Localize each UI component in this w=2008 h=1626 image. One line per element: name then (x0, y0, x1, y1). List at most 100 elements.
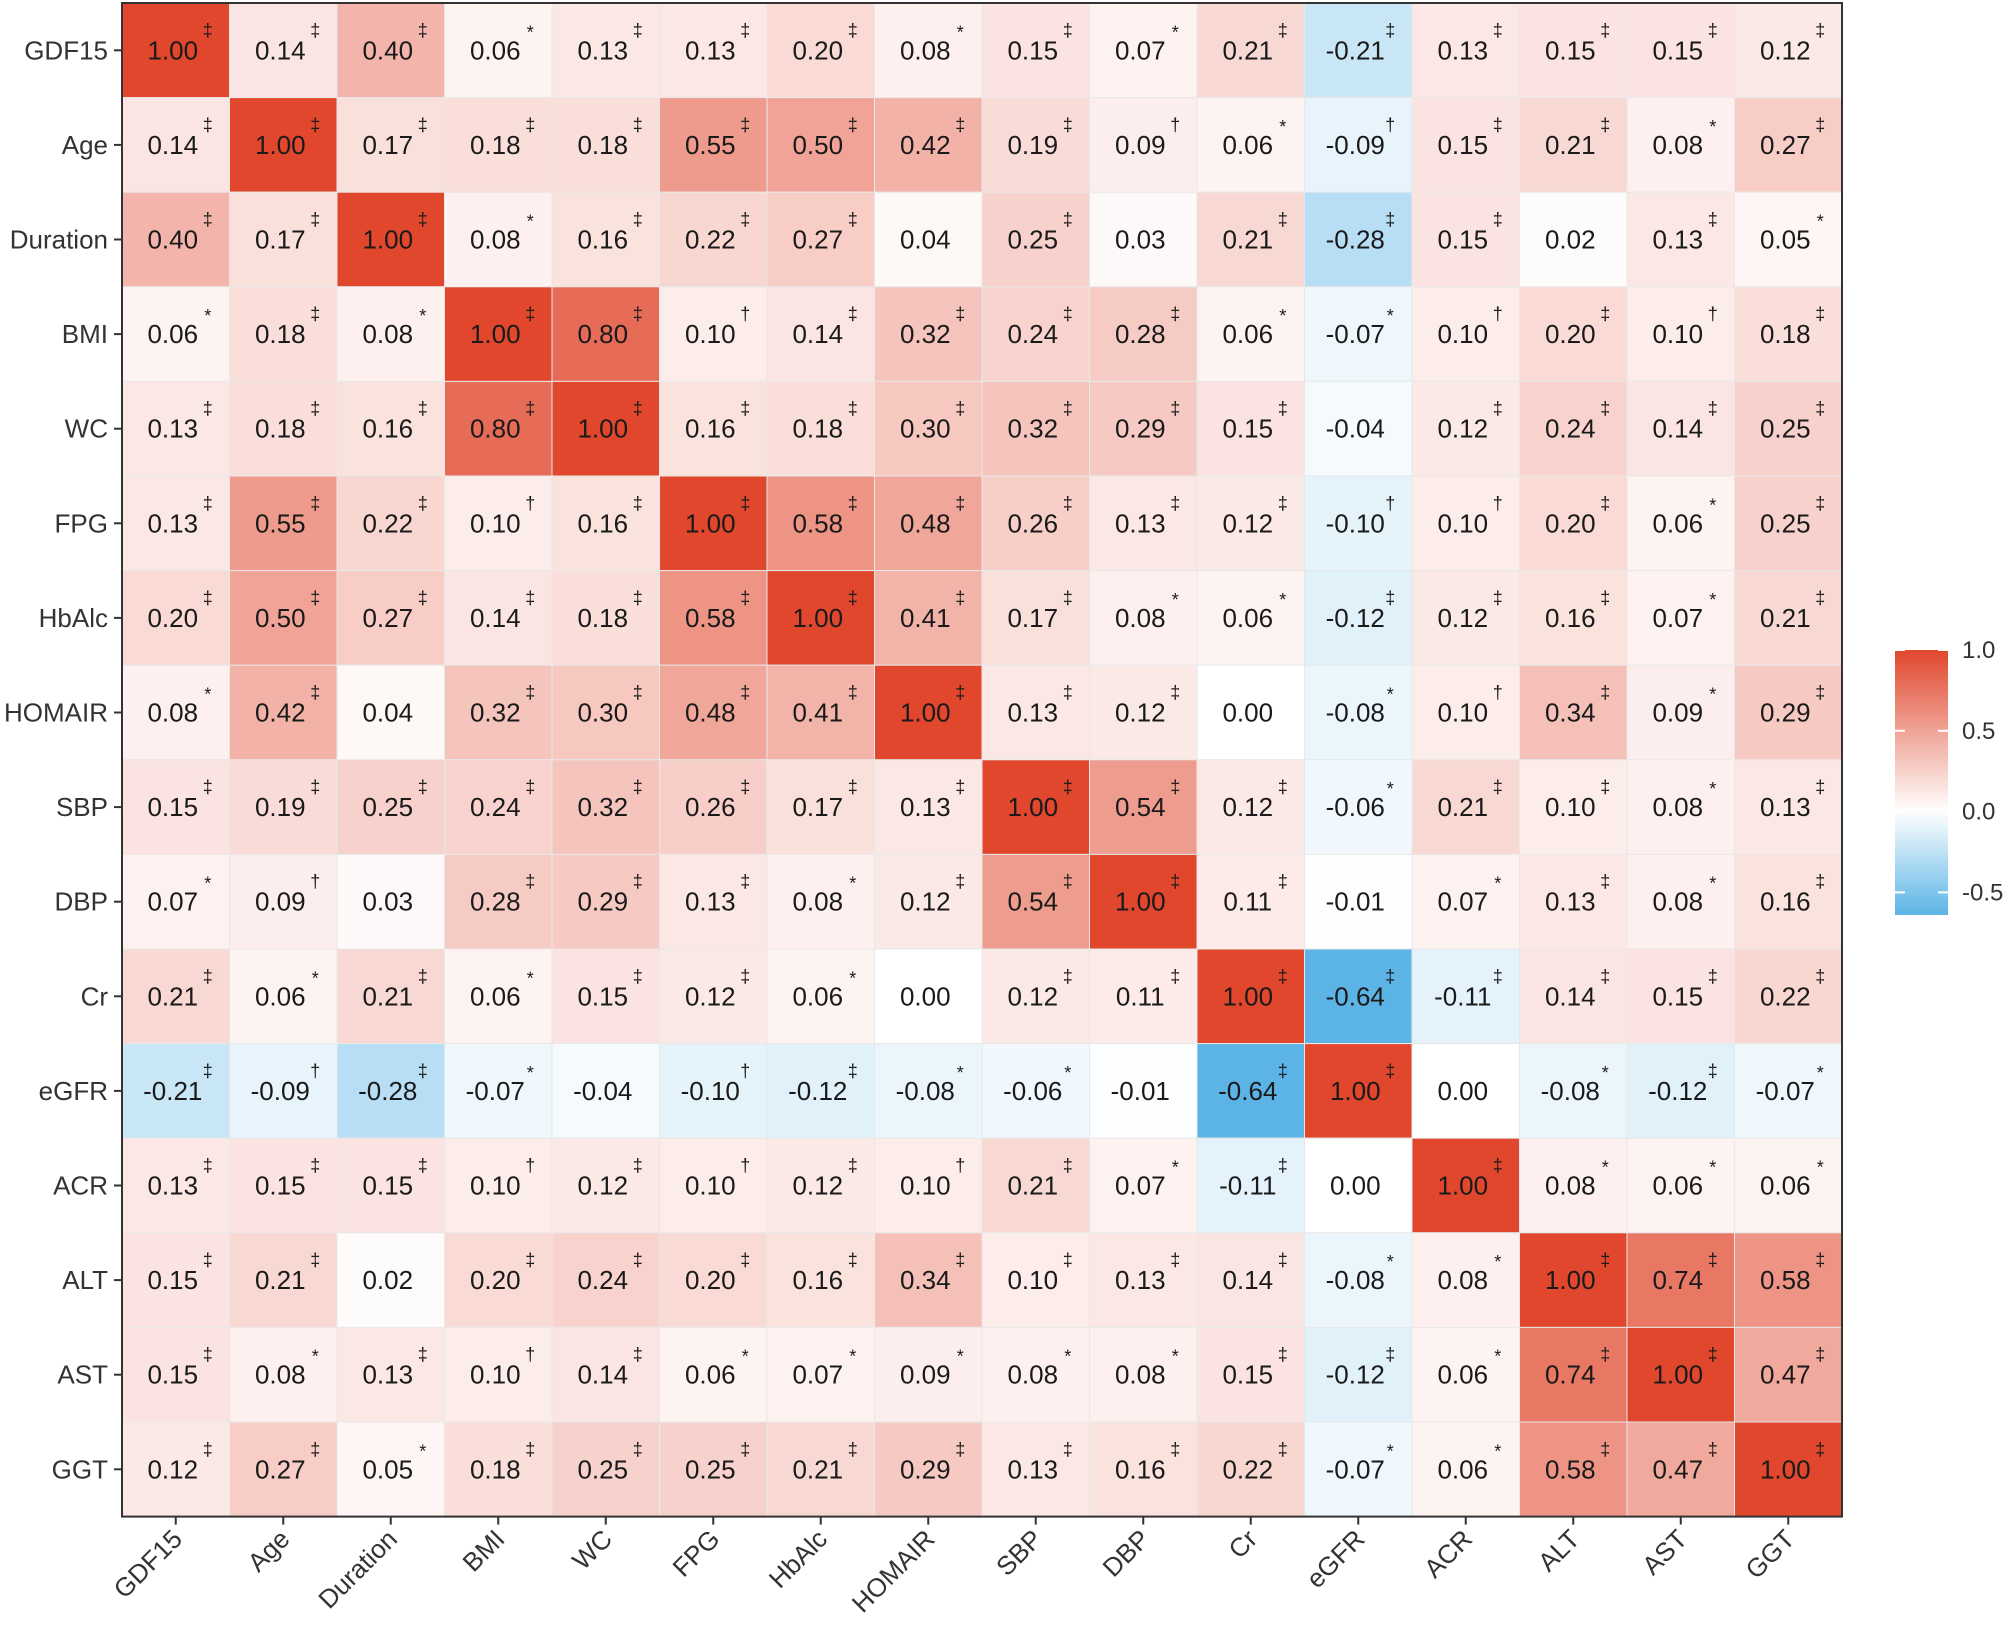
heatmap-cell (229, 286, 338, 382)
significance-marker: ‡ (1063, 1250, 1073, 1270)
heatmap-cell (1196, 1043, 1305, 1139)
significance-marker: ‡ (1278, 966, 1288, 986)
cell-value: -0.06 (1003, 1076, 1062, 1106)
cell-value: -0.21 (143, 1076, 202, 1106)
cell-value: 0.27 (362, 603, 413, 633)
cell-value: -0.12 (1326, 603, 1385, 633)
cell-value: 0.06 (470, 981, 521, 1011)
cell-value: -0.10 (681, 1076, 740, 1106)
x-tick-label: Cr (1222, 1523, 1263, 1564)
significance-marker: * (1064, 1063, 1071, 1083)
cell-value: 0.18 (470, 130, 521, 160)
cell-value: 0.27 (255, 1454, 306, 1484)
significance-marker: ‡ (418, 966, 428, 986)
significance-marker: ‡ (1385, 1345, 1395, 1365)
cell-value: 0.08 (1652, 130, 1703, 160)
heatmap-cell (336, 380, 445, 477)
heatmap-cell (1304, 1326, 1413, 1423)
significance-marker: ‡ (1170, 777, 1180, 797)
heatmap-cell (1626, 948, 1735, 1045)
heatmap-cell (981, 1232, 1090, 1328)
significance-marker: * (849, 1347, 856, 1367)
heatmap-cell (336, 286, 445, 382)
significance-marker: * (419, 1441, 426, 1461)
heatmap-cell (551, 286, 660, 382)
heatmap-cell (1519, 380, 1628, 477)
significance-marker: ‡ (848, 777, 858, 797)
cell-value: 0.19 (1007, 130, 1058, 160)
cell-value: 0.20 (792, 35, 843, 65)
cell-value: 0.13 (1115, 1265, 1166, 1295)
cell-value: 0.06 (147, 319, 198, 349)
cell-labels: 1.00‡0.14‡0.40‡0.06*0.13‡0.13‡0.20‡0.08*… (143, 20, 1825, 1484)
significance-marker: * (1279, 117, 1286, 137)
heatmap-cell (229, 759, 338, 855)
significance-marker: † (1708, 304, 1718, 324)
x-tick-label: Age (242, 1524, 296, 1578)
cell-value: 0.74 (1652, 1265, 1703, 1295)
heatmap-cell (121, 570, 230, 666)
heatmap-cell (444, 570, 553, 666)
heatmap-cell (121, 1326, 230, 1423)
cell-value: -0.64 (1326, 981, 1385, 1011)
cell-value: 0.58 (1760, 1265, 1811, 1295)
cell-value: 0.13 (1545, 887, 1596, 917)
heatmap-cell (766, 286, 875, 382)
significance-marker: ‡ (955, 115, 965, 135)
significance-marker: ‡ (740, 210, 750, 230)
legend-label: -0.5 (1962, 879, 2003, 906)
heatmap-cell (1196, 1421, 1305, 1518)
significance-marker: † (1385, 115, 1395, 135)
cell-value: 0.13 (147, 414, 198, 444)
significance-marker: ‡ (1815, 683, 1825, 703)
cell-value: 0.07 (147, 887, 198, 917)
heatmap-cell (1519, 191, 1628, 288)
significance-marker: ‡ (418, 777, 428, 797)
cell-value: 0.17 (362, 130, 413, 160)
cell-value: 0.47 (1652, 1454, 1703, 1484)
significance-marker: * (1709, 685, 1716, 705)
heatmap-cell (121, 759, 230, 855)
heatmap-cell (1196, 97, 1305, 193)
significance-marker: ‡ (418, 399, 428, 419)
heatmap-cell (444, 1421, 553, 1518)
heatmap-cell (229, 2, 338, 99)
cell-value: 0.06 (1652, 1171, 1703, 1201)
significance-marker: ‡ (740, 966, 750, 986)
significance-marker: ‡ (1708, 399, 1718, 419)
y-tick-label: BMI (62, 319, 108, 349)
heatmap-cell (766, 570, 875, 666)
cell-value: 0.20 (685, 1265, 736, 1295)
heatmap-cell (766, 1043, 875, 1139)
significance-marker: * (1279, 306, 1286, 326)
significance-marker: ‡ (848, 683, 858, 703)
cell-value: 0.10 (470, 1360, 521, 1390)
cell-value: 0.07 (1115, 1171, 1166, 1201)
cell-value: 0.08 (1652, 792, 1703, 822)
heatmap-cell (444, 1232, 553, 1328)
significance-marker: ‡ (1278, 872, 1288, 892)
heatmap-cell (766, 1137, 875, 1234)
heatmap-cell (1734, 475, 1843, 572)
heatmap-cell (336, 853, 445, 950)
significance-marker: † (1385, 493, 1395, 513)
significance-marker: ‡ (1493, 588, 1503, 608)
heatmap-cell (659, 570, 768, 666)
cell-value: 0.13 (147, 1171, 198, 1201)
heatmap-cell (1734, 191, 1843, 288)
significance-marker: ‡ (1278, 1061, 1288, 1081)
cell-value: 0.30 (900, 414, 951, 444)
y-tick-label: ACR (53, 1171, 108, 1201)
heatmap-cell (551, 1137, 660, 1234)
panel-border (121, 2, 1843, 1518)
x-tick-label: BMI (457, 1524, 511, 1578)
cell-value: 0.26 (685, 792, 736, 822)
cell-value: 0.24 (577, 1265, 628, 1295)
heatmap-cell (874, 1043, 983, 1139)
heatmap-cell (659, 191, 768, 288)
cell-value: 0.24 (1007, 319, 1058, 349)
heatmap-cell (229, 380, 338, 477)
y-tick-label: Age (62, 130, 108, 160)
heatmap-cell (444, 853, 553, 950)
cell-value: 0.12 (147, 1454, 198, 1484)
